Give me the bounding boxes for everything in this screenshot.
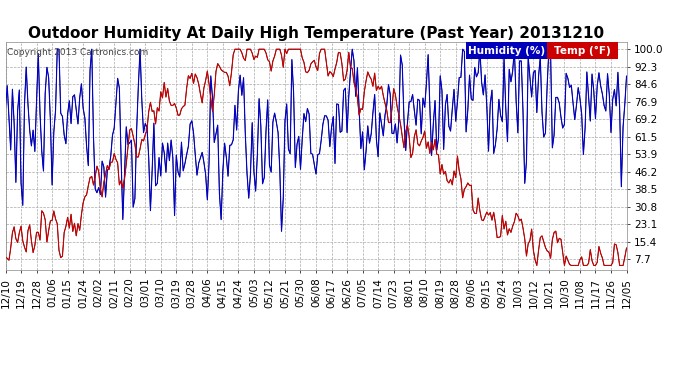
FancyBboxPatch shape (466, 42, 547, 60)
Text: Copyright 2013 Cartronics.com: Copyright 2013 Cartronics.com (8, 48, 148, 57)
FancyBboxPatch shape (547, 42, 618, 60)
Text: Temp (°F): Temp (°F) (554, 46, 611, 56)
Title: Outdoor Humidity At Daily High Temperature (Past Year) 20131210: Outdoor Humidity At Daily High Temperatu… (28, 26, 604, 41)
Text: Humidity (%): Humidity (%) (468, 46, 545, 56)
